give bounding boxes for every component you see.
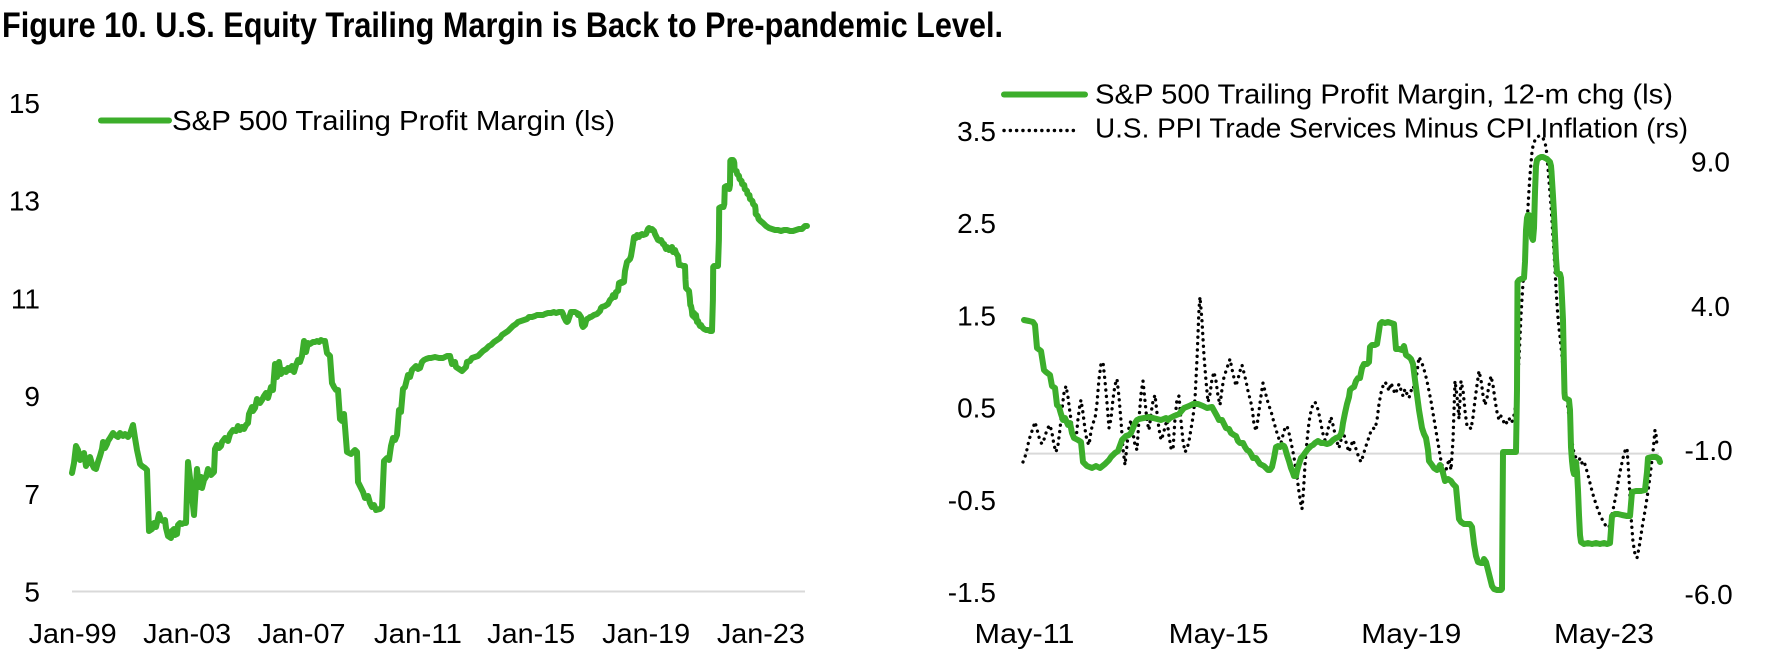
svg-text:May-15: May-15 (1169, 618, 1269, 649)
svg-text:5: 5 (24, 577, 40, 608)
svg-text:-6.0: -6.0 (1685, 579, 1733, 610)
svg-text:-0.5: -0.5 (948, 485, 996, 516)
svg-text:9.0: 9.0 (1691, 146, 1730, 177)
svg-text:2.5: 2.5 (957, 208, 996, 239)
svg-text:Jan-15: Jan-15 (487, 618, 575, 649)
svg-text:-1.0: -1.0 (1685, 435, 1733, 466)
svg-text:13: 13 (9, 186, 40, 217)
svg-text:Figure 10. U.S. Equity Trailin: Figure 10. U.S. Equity Trailing Margin i… (2, 6, 1003, 45)
svg-text:U.S. PPI Trade Services Minus: U.S. PPI Trade Services Minus CPI Inflat… (1095, 113, 1688, 144)
svg-text:-1.5: -1.5 (948, 577, 996, 608)
svg-text:9: 9 (24, 381, 40, 412)
svg-text:15: 15 (9, 88, 40, 119)
svg-text:0.5: 0.5 (957, 393, 996, 424)
svg-text:Jan-23: Jan-23 (717, 618, 805, 649)
svg-text:7: 7 (24, 479, 40, 510)
svg-text:S&P 500 Trailing Profit Margin: S&P 500 Trailing Profit Margin (ls) (172, 105, 615, 136)
svg-text:Jan-11: Jan-11 (374, 618, 462, 649)
svg-text:S&P 500 Trailing Profit Margin: S&P 500 Trailing Profit Margin, 12-m chg… (1095, 79, 1673, 110)
svg-text:Jan-19: Jan-19 (602, 618, 690, 649)
svg-text:3.5: 3.5 (957, 116, 996, 147)
svg-text:Jan-03: Jan-03 (143, 618, 231, 649)
svg-text:1.5: 1.5 (957, 300, 996, 331)
svg-text:May-19: May-19 (1361, 618, 1461, 649)
svg-text:May-23: May-23 (1554, 618, 1654, 649)
svg-text:May-11: May-11 (975, 618, 1075, 649)
svg-text:Jan-99: Jan-99 (29, 618, 117, 649)
svg-text:4.0: 4.0 (1691, 291, 1730, 322)
svg-text:Jan-07: Jan-07 (258, 618, 346, 649)
svg-text:11: 11 (11, 283, 40, 314)
